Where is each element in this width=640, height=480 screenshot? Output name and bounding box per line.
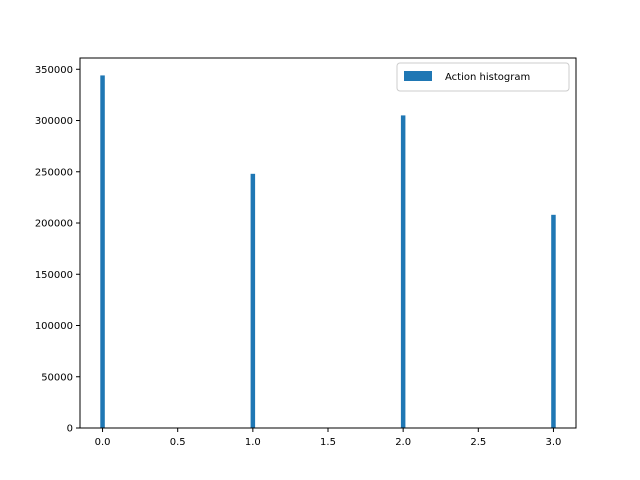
y-tick-label: 250000 [35, 167, 73, 178]
x-tick-label: 1.0 [245, 437, 261, 448]
histogram-bar-3 [551, 214, 556, 428]
legend-swatch [404, 71, 432, 81]
y-tick-label: 50000 [41, 372, 73, 383]
x-tick-label: 2.5 [470, 437, 486, 448]
x-tick-label: 3.0 [546, 437, 562, 448]
x-tick-label: 0.5 [170, 437, 186, 448]
legend-label: Action histogram [445, 72, 530, 83]
histogram-bar-2 [400, 115, 406, 428]
histogram-bar-1 [250, 173, 256, 428]
y-tick-label: 150000 [35, 270, 73, 281]
y-tick-label: 350000 [35, 65, 73, 76]
legend: Action histogram [396, 62, 570, 92]
x-tick-label: 0.0 [95, 437, 111, 448]
x-tick-label: 2.0 [395, 437, 411, 448]
y-tick-label: 200000 [35, 219, 73, 230]
y-tick-label: 300000 [35, 116, 73, 127]
y-tick-label: 0 [67, 424, 73, 435]
x-axis-ticks: 0.0 0.5 1.0 1.5 2.0 2.5 3.0 [95, 428, 562, 448]
y-tick-label: 100000 [35, 321, 73, 332]
x-tick-label: 1.5 [320, 437, 336, 448]
bars-group [100, 75, 556, 428]
histogram-bar-0 [100, 75, 105, 428]
plot-frame [79, 57, 577, 429]
legend-box [396, 62, 570, 92]
y-axis-ticks: 0 50000 100000 150000 200000 250000 300000 3500… [35, 65, 80, 435]
